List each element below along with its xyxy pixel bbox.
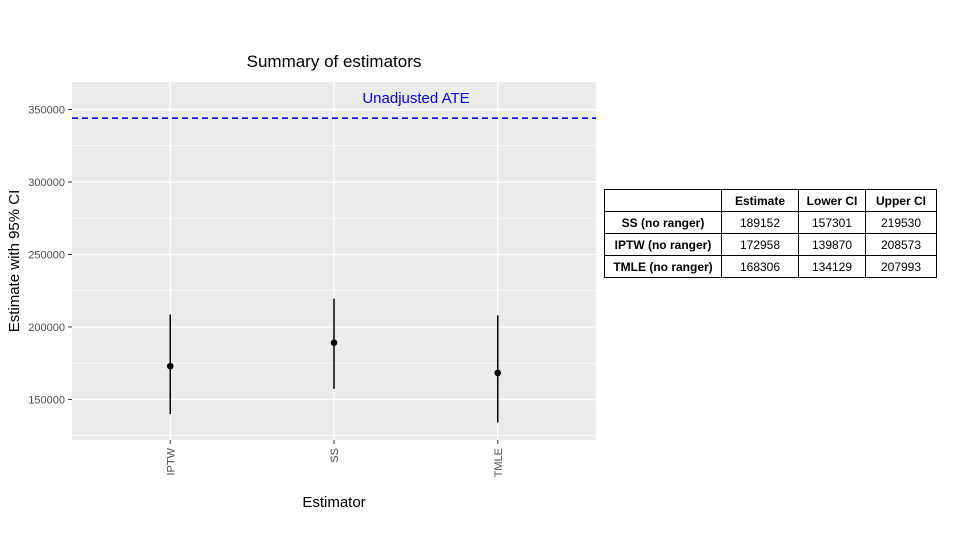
table-cell: 139870 [798, 233, 866, 256]
table-row: TMLE (no ranger) 168306 134129 207993 [604, 255, 937, 278]
table-cell: 134129 [798, 255, 866, 278]
table-row-label: TMLE (no ranger) [604, 255, 722, 278]
y-tick-label: 150000 [28, 394, 65, 406]
x-tick-label: TMLE [493, 448, 505, 477]
point-iptw [166, 362, 174, 370]
table-header-row: Estimate Lower CI Upper CI [604, 189, 937, 212]
table-cell: 168306 [721, 255, 799, 278]
table-row-label: IPTW (no ranger) [604, 233, 722, 256]
table-row-label: SS (no ranger) [604, 211, 722, 234]
table-cell: 208573 [865, 233, 937, 256]
y-tick-label: 350000 [28, 105, 65, 117]
y-tick-label: 200000 [28, 322, 65, 334]
unadjusted-ate-label: Unadjusted ATE [362, 90, 469, 107]
x-tick-label: SS [329, 448, 341, 463]
y-tick-label: 300000 [28, 177, 65, 189]
reference-line-group: Unadjusted ATE [72, 90, 596, 120]
y-axis-title: Estimate with 95% CI [6, 190, 23, 333]
table-row: SS (no ranger) 189152 157301 219530 [604, 211, 937, 234]
data-marks [166, 298, 502, 423]
table-cell: 172958 [721, 233, 799, 256]
chart-title: Summary of estimators [247, 52, 422, 71]
x-axis-title: Estimator [302, 494, 365, 511]
table-header-cell: Lower CI [798, 189, 866, 212]
point-tmle [494, 369, 502, 377]
table-header-cell: Upper CI [865, 189, 937, 212]
table-header-cell: Estimate [721, 189, 799, 212]
table-header-cell [604, 189, 722, 212]
summary-table: Estimate Lower CI Upper CI SS (no ranger… [604, 189, 937, 278]
point-ss [330, 339, 338, 346]
table-cell: 207993 [865, 255, 937, 278]
axes: 150000 200000 250000 300000 350000 IPTW SS TMLE [28, 105, 504, 478]
table-cell: 157301 [798, 211, 866, 234]
table-cell: 219530 [865, 211, 937, 234]
x-tick-label: IPTW [165, 447, 177, 475]
y-tick-label: 250000 [28, 249, 65, 261]
table-row: IPTW (no ranger) 172958 139870 208573 [604, 233, 937, 256]
table-cell: 189152 [721, 211, 799, 234]
